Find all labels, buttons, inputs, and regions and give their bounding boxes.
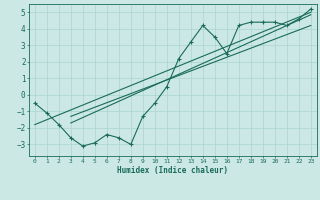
- X-axis label: Humidex (Indice chaleur): Humidex (Indice chaleur): [117, 166, 228, 175]
